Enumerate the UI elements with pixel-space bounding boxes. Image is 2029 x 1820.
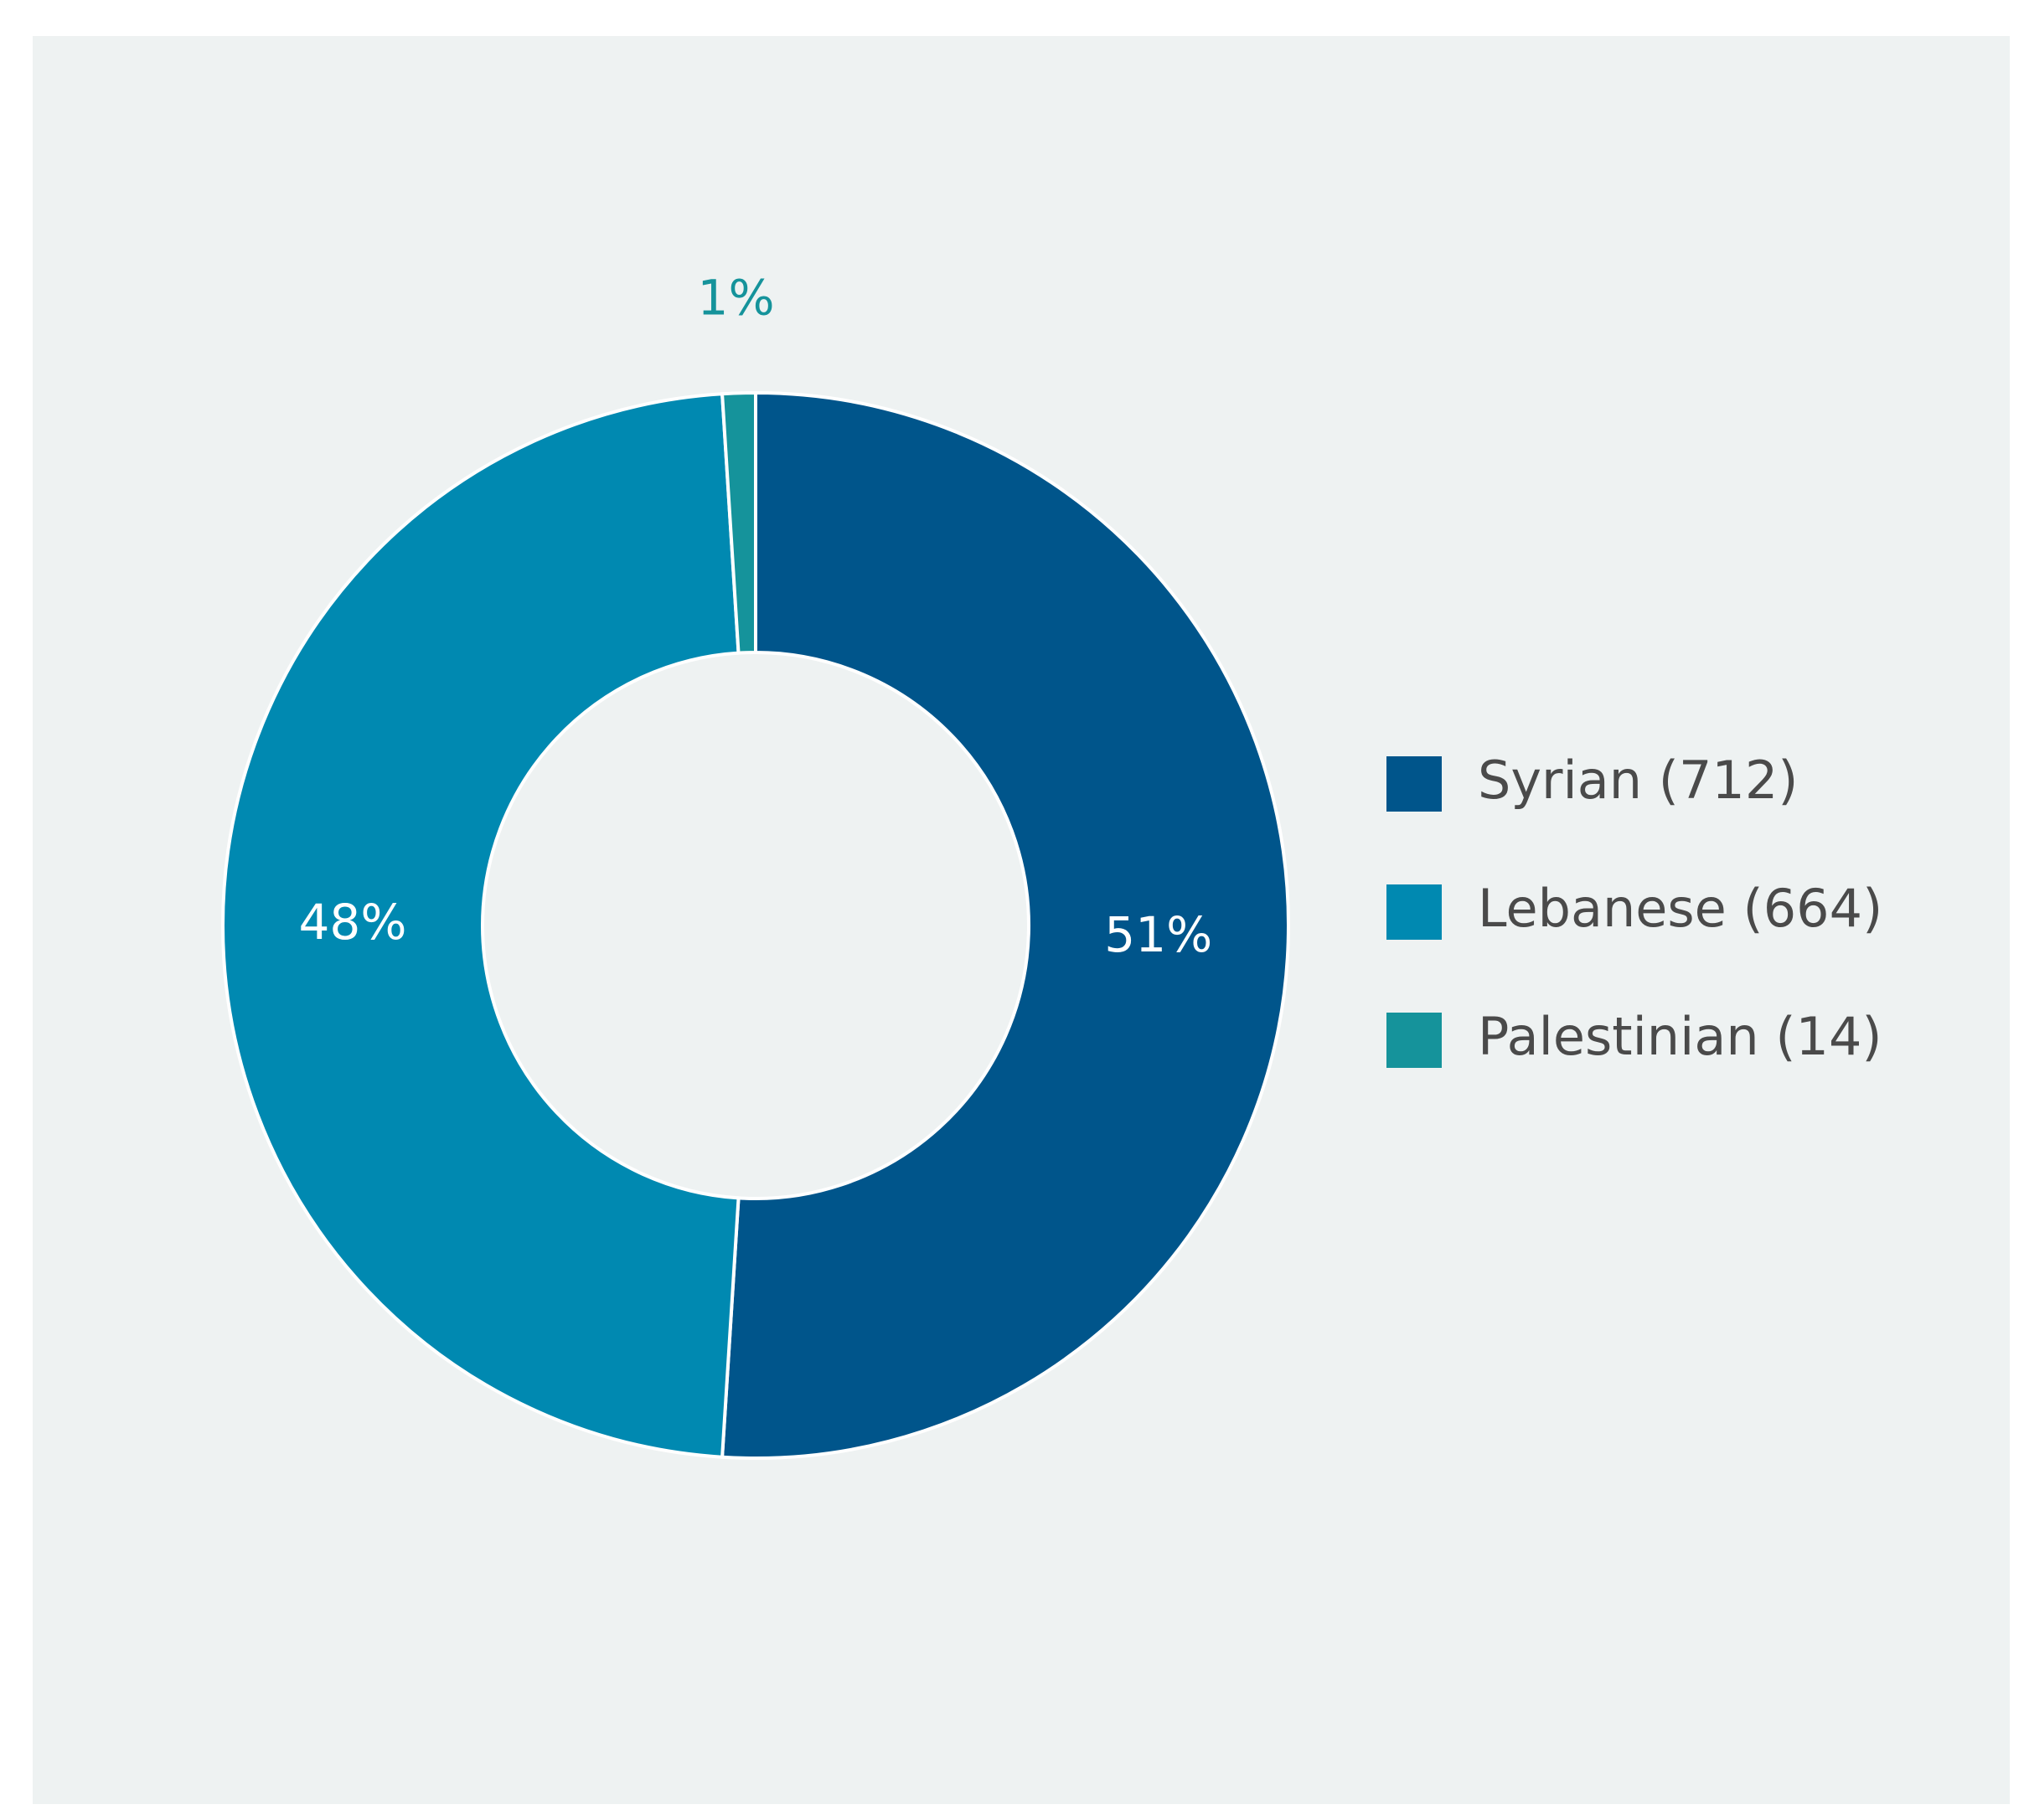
slice [720,390,1291,1460]
value-label: 51% [1104,906,1212,963]
value-label: 1% [698,269,775,326]
slice [221,392,741,1459]
legend-swatch [1386,884,1442,940]
legend-label: Syrian (712) [1478,750,1798,811]
value-label: 48% [299,894,407,951]
legend-label: Palestinian (14) [1478,1006,1882,1067]
legend-label: Lebanese (664) [1478,878,1882,939]
legend-swatch [1386,1013,1442,1068]
slice [720,390,757,655]
legend-swatch [1386,756,1442,812]
